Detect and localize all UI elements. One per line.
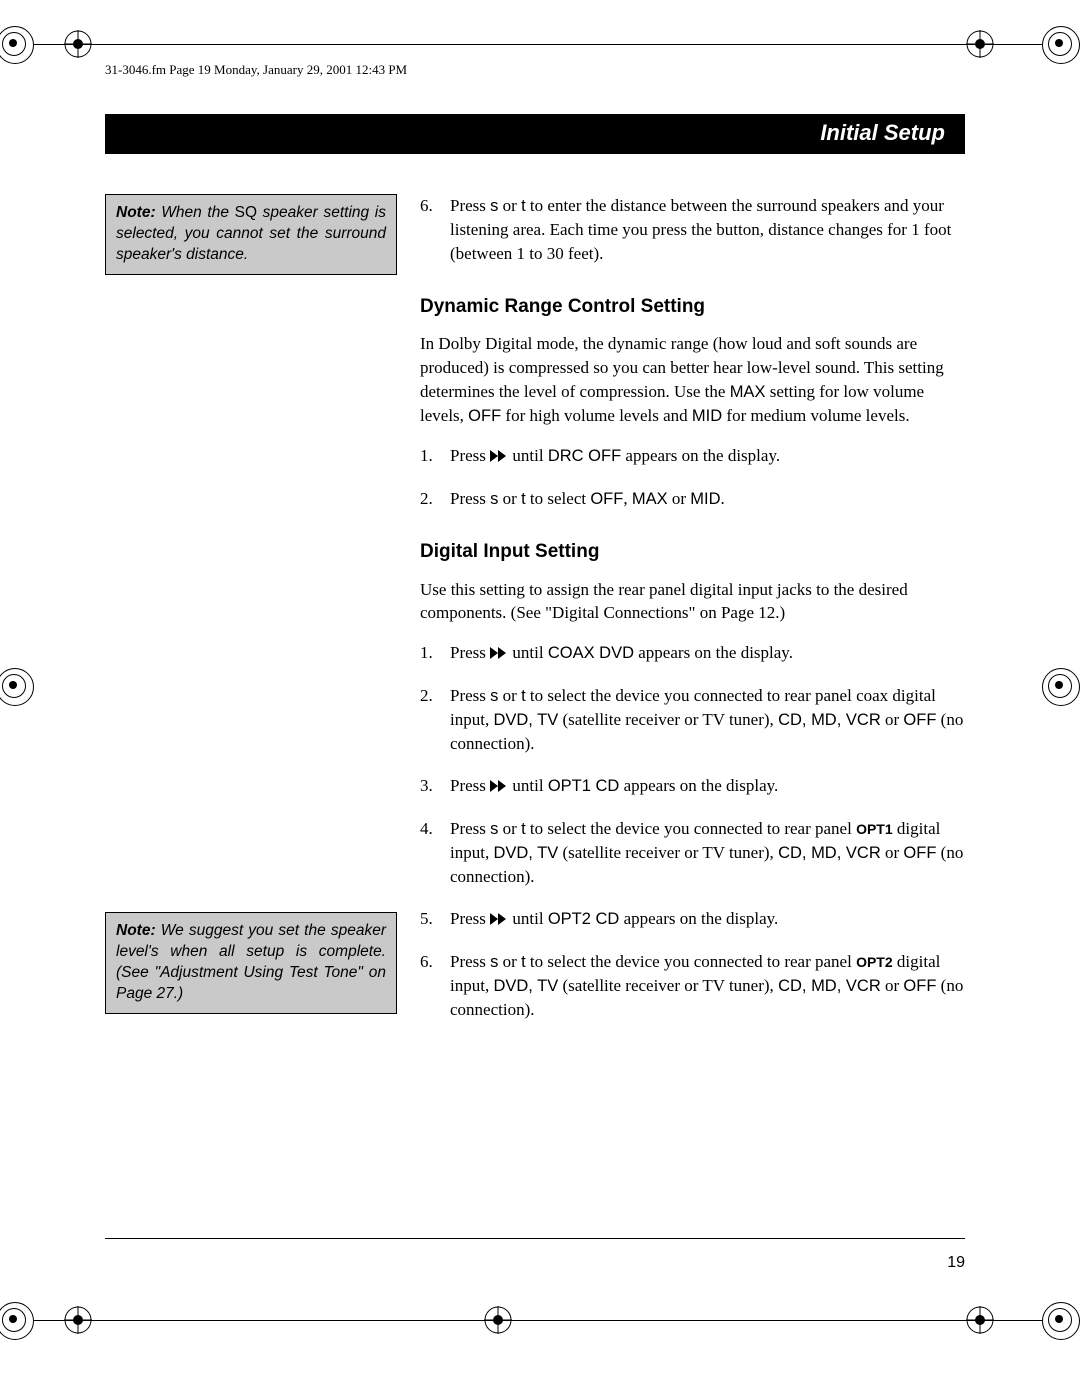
reg-mark-bottom-center [484, 1306, 512, 1334]
paragraph: In Dolby Digital mode, the dynamic range… [420, 332, 965, 428]
note-text: We suggest you set the speaker level's w… [116, 922, 386, 1002]
list-body: Press s or t to select the device you co… [450, 817, 965, 889]
reg-mark-bottom-right [966, 1306, 994, 1334]
note-label: Note: [116, 922, 156, 939]
fast-forward-icon [490, 642, 508, 666]
list-num: 2. [420, 487, 450, 511]
list-item: 2. Press s or t to select OFF, MAX or MI… [420, 487, 965, 511]
list-item: 5. Press until OPT2 CD appears on the di… [420, 907, 965, 932]
fast-forward-icon [490, 445, 508, 469]
reg-mark-bottom-left [64, 1306, 92, 1334]
list-item: 6. Press s or t to select the device you… [420, 950, 965, 1022]
reg-mark-top-left [64, 30, 92, 58]
running-header: 31-3046.fm Page 19 Monday, January 29, 2… [105, 62, 407, 78]
fast-forward-icon [490, 775, 508, 799]
list-body: Press s or t to select the device you co… [450, 950, 965, 1022]
note-box-sq-speaker: Note: When the SQ speaker setting is sel… [105, 194, 397, 275]
list-num: 3. [420, 774, 450, 799]
crop-line-bottom [0, 1320, 1080, 1321]
note-box-speaker-level: Note: We suggest you set the speaker lev… [105, 912, 397, 1014]
list-body: Press s or t to select the device you co… [450, 684, 965, 756]
heading-digital-input: Digital Input Setting [420, 539, 965, 566]
list-body: Press until COAX DVD appears on the disp… [450, 641, 965, 666]
list-num: 5. [420, 907, 450, 932]
heading-drc: Dynamic Range Control Setting [420, 294, 965, 321]
list-num: 2. [420, 684, 450, 756]
fast-forward-icon [490, 908, 508, 932]
list-item: 3. Press until OPT1 CD appears on the di… [420, 774, 965, 799]
section-title: Initial Setup [820, 120, 945, 146]
list-item: 6. Press s or t to enter the distance be… [420, 194, 965, 266]
section-title-bar: Initial Setup [105, 114, 965, 154]
list-body: Press until OPT2 CD appears on the displ… [450, 907, 965, 932]
list-num: 6. [420, 950, 450, 1022]
list-item: 1. Press until COAX DVD appears on the d… [420, 641, 965, 666]
list-body: Press s or t to enter the distance betwe… [450, 194, 965, 266]
main-content: 6. Press s or t to enter the distance be… [420, 194, 965, 1039]
note-label: Note: [116, 204, 156, 221]
list-body: Press until OPT1 CD appears on the displ… [450, 774, 965, 799]
crop-line-top [0, 44, 1080, 45]
page: 31-3046.fm Page 19 Monday, January 29, 2… [0, 0, 1080, 1397]
list-item: 4. Press s or t to select the device you… [420, 817, 965, 889]
list-num: 1. [420, 641, 450, 666]
list-num: 6. [420, 194, 450, 266]
list-num: 1. [420, 444, 450, 469]
list-item: 1. Press until DRC OFF appears on the di… [420, 444, 965, 469]
footer-rule [105, 1238, 965, 1239]
note-text: When the SQ speaker setting is selected,… [116, 204, 386, 263]
list-body: Press s or t to select OFF, MAX or MID. [450, 487, 965, 511]
page-number: 19 [947, 1254, 965, 1272]
list-body: Press until DRC OFF appears on the displ… [450, 444, 965, 469]
list-num: 4. [420, 817, 450, 889]
reg-mark-top-right [966, 30, 994, 58]
list-item: 2. Press s or t to select the device you… [420, 684, 965, 756]
paragraph: Use this setting to assign the rear pane… [420, 578, 965, 626]
